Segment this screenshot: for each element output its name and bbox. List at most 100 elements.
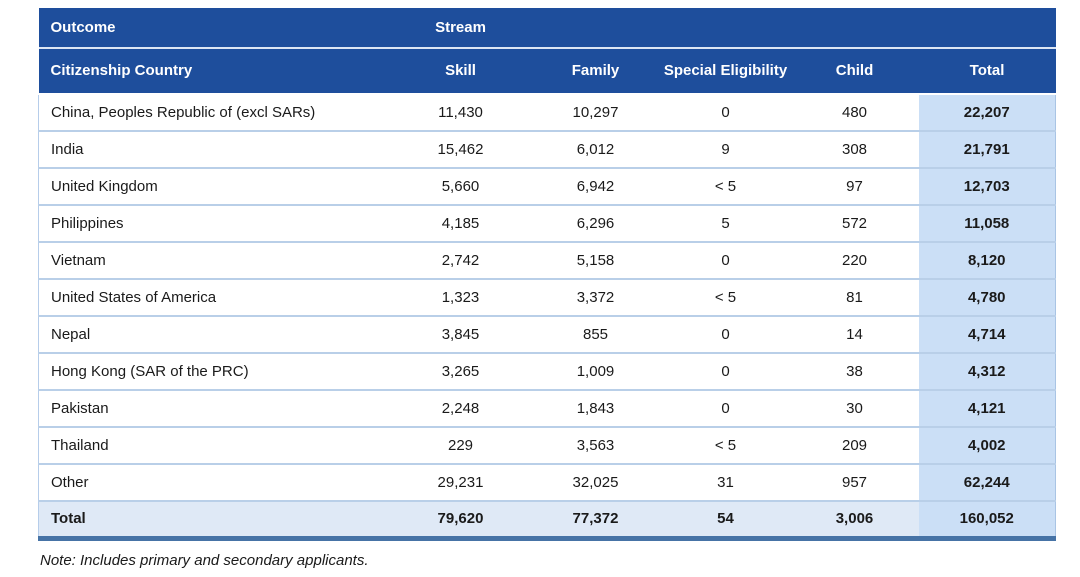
cell-child: 957 <box>790 464 919 501</box>
cell-child: 38 <box>790 353 919 390</box>
table-row: United States of America 1,323 3,372 < 5… <box>38 279 1056 316</box>
total-row-label: Total <box>38 501 391 538</box>
cell-child: 220 <box>790 242 919 279</box>
cell-total: 4,002 <box>918 427 1056 464</box>
table-row: China, Peoples Republic of (excl SARs) 1… <box>38 94 1056 131</box>
cell-special-eligibility: 0 <box>660 353 791 390</box>
table-row: Pakistan 2,248 1,843 0 30 4,121 <box>38 390 1056 427</box>
header-row-outcome-stream: Outcome Stream <box>38 8 1056 49</box>
cell-total: 21,791 <box>918 131 1056 168</box>
total-row-family: 77,372 <box>530 501 661 538</box>
cell-special-eligibility: 0 <box>660 94 791 131</box>
cell-child: 14 <box>790 316 919 353</box>
cell-child: 97 <box>790 168 919 205</box>
cell-country: Hong Kong (SAR of the PRC) <box>38 353 391 390</box>
cell-special-eligibility: 9 <box>660 131 791 168</box>
cell-total: 11,058 <box>918 205 1056 242</box>
total-row-child: 3,006 <box>790 501 919 538</box>
data-table: Outcome Stream Citizenship Country Skill… <box>38 8 1056 541</box>
cell-skill: 2,248 <box>390 390 531 427</box>
table-header: Outcome Stream Citizenship Country Skill… <box>38 8 1056 94</box>
cell-family: 32,025 <box>530 464 661 501</box>
cell-child: 480 <box>790 94 919 131</box>
header-stream: Stream <box>390 8 531 49</box>
cell-special-eligibility: < 5 <box>660 427 791 464</box>
cell-country: United Kingdom <box>38 168 391 205</box>
cell-family: 6,942 <box>530 168 661 205</box>
cell-total: 12,703 <box>918 168 1056 205</box>
table-row: Nepal 3,845 855 0 14 4,714 <box>38 316 1056 353</box>
cell-total: 4,714 <box>918 316 1056 353</box>
column-header-total: Total <box>918 48 1056 94</box>
table-row: India 15,462 6,012 9 308 21,791 <box>38 131 1056 168</box>
cell-country: Thailand <box>38 427 391 464</box>
cell-country: Vietnam <box>38 242 391 279</box>
total-row-skill: 79,620 <box>390 501 531 538</box>
cell-family: 1,009 <box>530 353 661 390</box>
cell-total: 4,780 <box>918 279 1056 316</box>
cell-skill: 3,845 <box>390 316 531 353</box>
cell-skill: 2,742 <box>390 242 531 279</box>
cell-family: 10,297 <box>530 94 661 131</box>
header-spacer <box>530 8 661 49</box>
cell-family: 6,012 <box>530 131 661 168</box>
table-row: Vietnam 2,742 5,158 0 220 8,120 <box>38 242 1056 279</box>
header-spacer <box>660 8 791 49</box>
column-header-child: Child <box>790 48 919 94</box>
column-header-family: Family <box>530 48 661 94</box>
table-row: Hong Kong (SAR of the PRC) 3,265 1,009 0… <box>38 353 1056 390</box>
header-spacer <box>790 8 919 49</box>
cell-skill: 15,462 <box>390 131 531 168</box>
cell-total: 4,312 <box>918 353 1056 390</box>
cell-skill: 1,323 <box>390 279 531 316</box>
cell-total: 8,120 <box>918 242 1056 279</box>
cell-country: China, Peoples Republic of (excl SARs) <box>38 94 391 131</box>
cell-skill: 3,265 <box>390 353 531 390</box>
table-row: Philippines 4,185 6,296 5 572 11,058 <box>38 205 1056 242</box>
cell-country: United States of America <box>38 279 391 316</box>
cell-total: 62,244 <box>918 464 1056 501</box>
cell-child: 308 <box>790 131 919 168</box>
outcome-stream-table: Outcome Stream Citizenship Country Skill… <box>38 8 1056 541</box>
header-spacer <box>918 8 1056 49</box>
cell-family: 855 <box>530 316 661 353</box>
header-row-columns: Citizenship Country Skill Family Special… <box>38 48 1056 94</box>
cell-skill: 5,660 <box>390 168 531 205</box>
cell-special-eligibility: 0 <box>660 390 791 427</box>
cell-family: 5,158 <box>530 242 661 279</box>
cell-family: 3,563 <box>530 427 661 464</box>
table-row: Other 29,231 32,025 31 957 62,244 <box>38 464 1056 501</box>
cell-country: Pakistan <box>38 390 391 427</box>
cell-total: 22,207 <box>918 94 1056 131</box>
table-body: China, Peoples Republic of (excl SARs) 1… <box>38 94 1056 538</box>
cell-special-eligibility: 0 <box>660 242 791 279</box>
cell-child: 30 <box>790 390 919 427</box>
cell-country: Philippines <box>38 205 391 242</box>
total-row-grand-total: 160,052 <box>918 501 1056 538</box>
cell-child: 209 <box>790 427 919 464</box>
cell-skill: 29,231 <box>390 464 531 501</box>
cell-country: Nepal <box>38 316 391 353</box>
table-row: Thailand 229 3,563 < 5 209 4,002 <box>38 427 1056 464</box>
cell-special-eligibility: 0 <box>660 316 791 353</box>
cell-family: 3,372 <box>530 279 661 316</box>
cell-total: 4,121 <box>918 390 1056 427</box>
column-header-citizenship-country: Citizenship Country <box>38 48 391 94</box>
cell-child: 81 <box>790 279 919 316</box>
cell-special-eligibility: 31 <box>660 464 791 501</box>
column-header-skill: Skill <box>390 48 531 94</box>
header-outcome: Outcome <box>38 8 391 49</box>
cell-family: 6,296 <box>530 205 661 242</box>
cell-special-eligibility: < 5 <box>660 168 791 205</box>
cell-family: 1,843 <box>530 390 661 427</box>
cell-skill: 229 <box>390 427 531 464</box>
column-header-special-eligibility: Special Eligibility <box>660 48 791 94</box>
total-row-special: 54 <box>660 501 791 538</box>
cell-child: 572 <box>790 205 919 242</box>
cell-country: India <box>38 131 391 168</box>
total-row: Total 79,620 77,372 54 3,006 160,052 <box>38 501 1056 538</box>
cell-country: Other <box>38 464 391 501</box>
cell-special-eligibility: 5 <box>660 205 791 242</box>
cell-skill: 4,185 <box>390 205 531 242</box>
cell-special-eligibility: < 5 <box>660 279 791 316</box>
